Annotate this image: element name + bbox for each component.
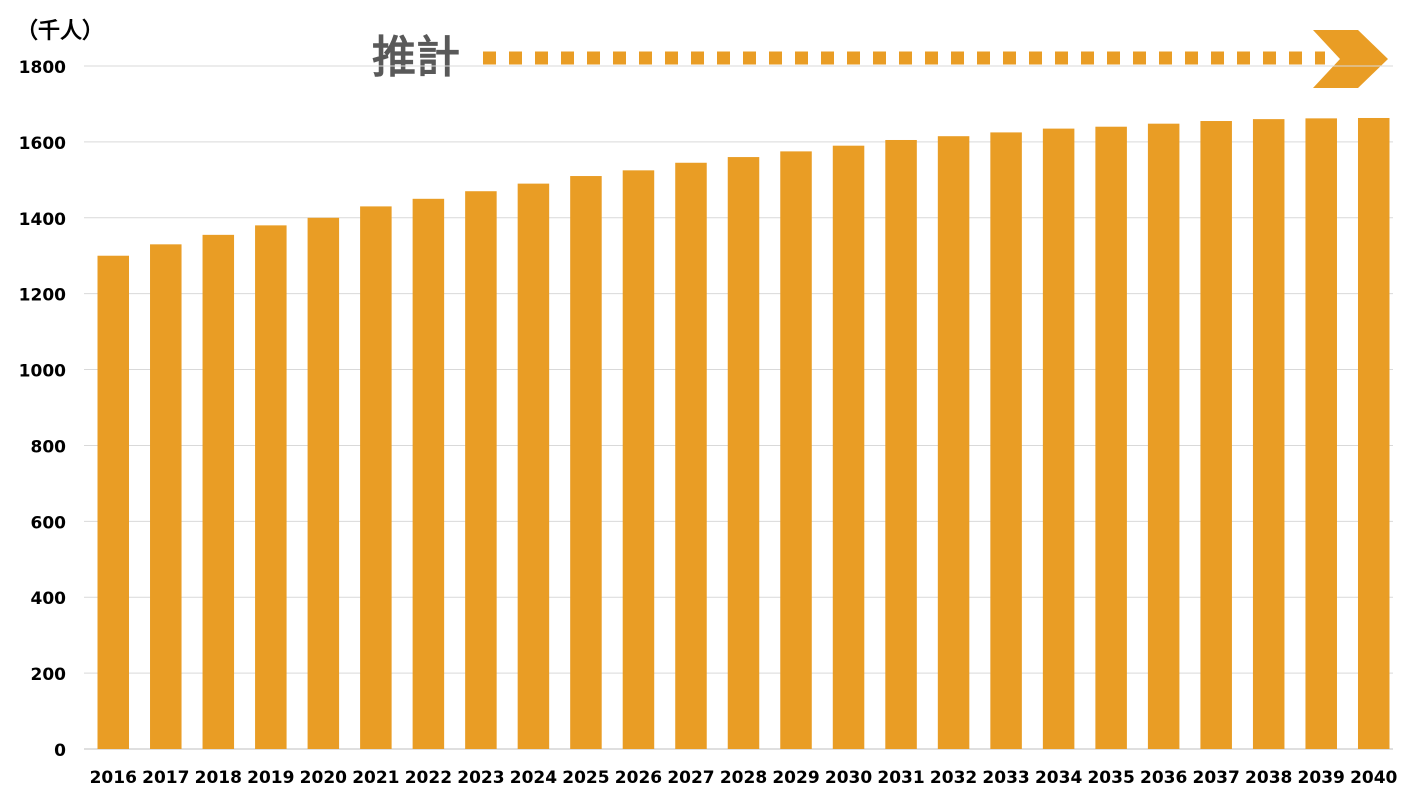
y-tick-label: 1200 (19, 286, 66, 306)
bar (570, 176, 602, 750)
x-tick-label: 2036 (1140, 768, 1187, 788)
x-tick-label: 2032 (930, 768, 977, 788)
bar (727, 157, 760, 750)
x-tick-label: 2028 (720, 768, 767, 788)
bar (1095, 126, 1127, 749)
y-tick-label: 600 (31, 513, 67, 533)
y-tick-label: 400 (31, 589, 67, 609)
x-tick-label: 2033 (982, 768, 1029, 788)
x-tick-label: 2037 (1193, 768, 1240, 788)
x-tick-label: 2029 (772, 768, 819, 788)
bar (202, 234, 235, 749)
bar (1305, 118, 1337, 749)
bar (150, 244, 182, 750)
x-tick-label: 2019 (247, 768, 294, 788)
annotation: 推計 (372, 32, 460, 83)
bar (97, 255, 130, 749)
bar (307, 217, 340, 749)
x-tick-label: 2025 (562, 768, 609, 788)
x-tick-label: 2024 (510, 768, 557, 788)
x-tick-label: 2022 (405, 768, 452, 788)
bar (517, 183, 550, 749)
x-tick-label: 2020 (300, 768, 347, 788)
x-tick-label: 2017 (142, 768, 189, 788)
x-tick-label: 2026 (615, 768, 662, 788)
x-tick-label: 2030 (825, 768, 872, 788)
y-tick-label: 1600 (19, 134, 66, 154)
bar (622, 170, 655, 749)
y-tick-label: 1400 (19, 210, 66, 230)
forecast-arrow-head (1313, 30, 1388, 88)
bar (937, 136, 970, 750)
bar (360, 206, 392, 750)
y-tick-label: 800 (31, 437, 67, 457)
x-tick-label: 2021 (352, 768, 399, 788)
x-tick-label: 2023 (457, 768, 504, 788)
bar (1200, 121, 1232, 749)
x-tick-label: 2027 (667, 768, 714, 788)
bar (780, 151, 812, 749)
bar (465, 191, 497, 749)
x-tick-label: 2034 (1035, 768, 1082, 788)
bar (1252, 119, 1285, 750)
bar (885, 139, 917, 749)
bar (990, 132, 1022, 749)
x-tick-label: 2031 (877, 768, 924, 788)
y-tick-label: 1800 (19, 58, 66, 78)
x-tick-label: 2040 (1350, 768, 1397, 788)
y-tick-label: 200 (31, 665, 67, 685)
bar (1147, 123, 1180, 750)
unit-label: （千人） (16, 19, 104, 44)
x-tick-label: 2018 (195, 768, 242, 788)
bar (255, 225, 287, 749)
bar (412, 198, 445, 750)
x-tick-label: 2039 (1298, 768, 1345, 788)
bar (832, 145, 865, 749)
x-tick-label: 2038 (1245, 768, 1292, 788)
bar (675, 162, 707, 750)
bar (1042, 128, 1075, 749)
bar (1357, 117, 1390, 749)
x-tick-label: 2035 (1087, 768, 1134, 788)
y-tick-label: 0 (54, 741, 66, 761)
x-tick-label: 2016 (90, 768, 137, 788)
y-tick-label: 1000 (19, 362, 66, 382)
